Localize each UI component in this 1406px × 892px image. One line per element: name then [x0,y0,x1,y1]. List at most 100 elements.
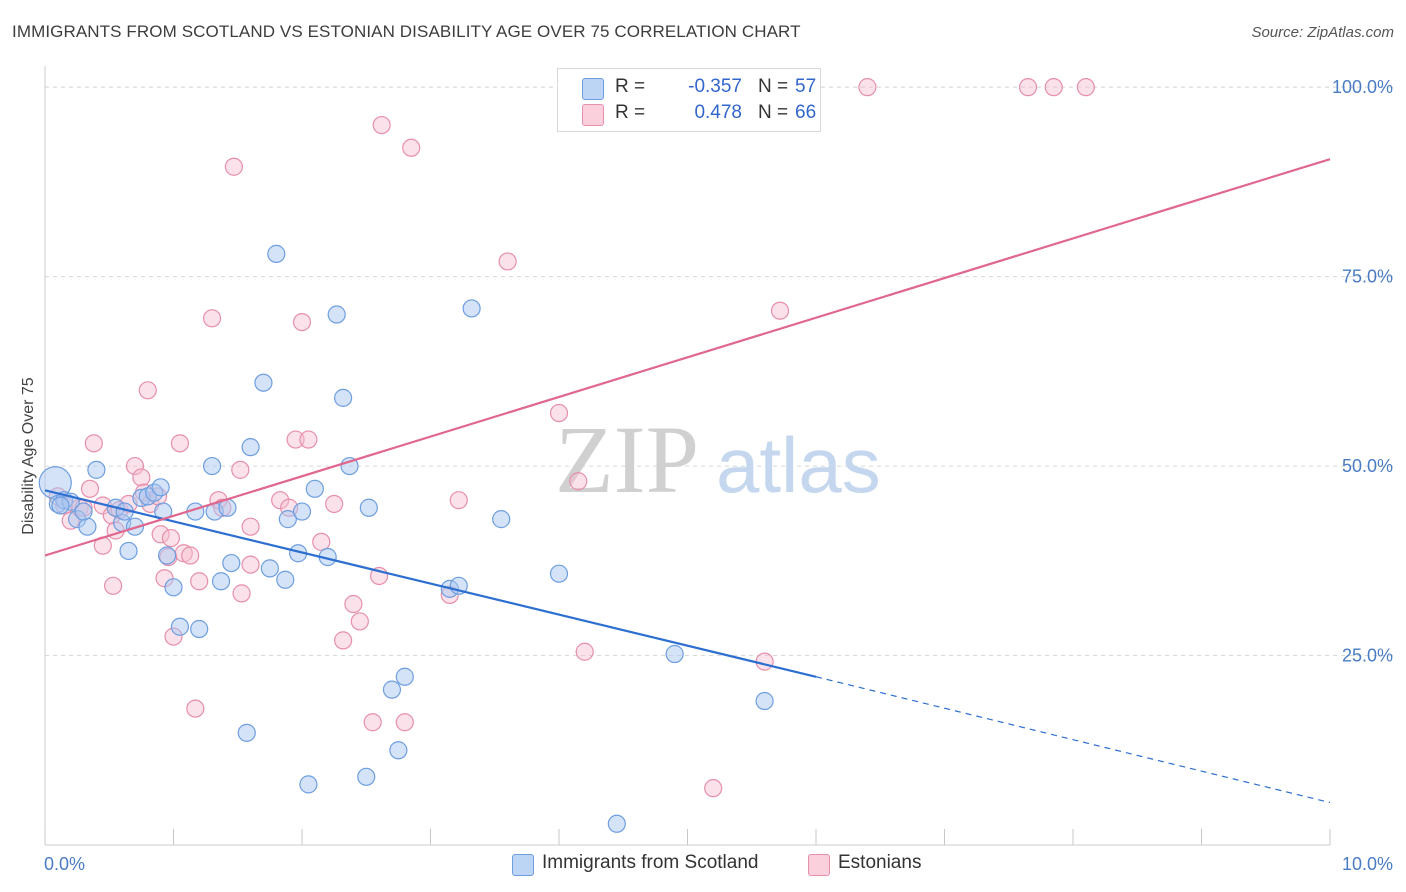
scotland-point [299,775,318,794]
estonians-point [498,252,517,271]
estonians-point [344,594,363,614]
scotland-point [334,388,353,407]
scotland-point [237,723,256,742]
scotland-point [357,767,376,786]
estonians-point [334,631,353,650]
estonians-point [372,115,391,135]
y-tick-label: 75.0% [1342,267,1393,287]
estonians-point [186,699,205,718]
scotland-point [151,478,170,497]
scotland-point [87,460,106,479]
estonians-point [858,78,877,97]
bottom-legend-swatch-blue [512,854,534,876]
scotland-point [492,510,511,529]
estonians-point [125,456,145,476]
estonians-point [241,517,260,536]
legend-n-label: N = [758,102,789,123]
scotland-trendline-extension [815,676,1331,804]
scotland-point [157,546,177,565]
x-tick-label: 0.0% [44,854,85,874]
estonians-point [232,584,251,603]
chart-title: IMMIGRANTS FROM SCOTLAND VS ESTONIAN DIS… [12,22,801,41]
estonians-point [138,381,157,400]
estonians-point [575,642,594,661]
scotland-point [78,517,97,536]
scotland-point [51,496,70,515]
estonians-point [569,472,588,491]
scotland-point [276,570,295,589]
estonians-point [241,555,260,574]
estonians-point [395,713,414,732]
scotland-point [267,244,286,263]
estonians-point [449,491,468,510]
scotland-point [305,479,324,498]
estonians-point [312,532,331,551]
bottom-legend-swatch-pink [808,854,830,876]
estonians-point [104,576,123,595]
estonians-point [363,713,382,732]
legend-r-value: 0.478 [694,102,742,123]
scotland-point [202,456,222,476]
scotland-point [211,572,231,591]
scotland-point [74,502,93,521]
estonians-point [132,468,151,487]
watermark: ZIP atlas [555,406,881,513]
estonians-point [402,138,421,157]
estonians-trendline [44,158,1331,557]
estonians-point [231,460,250,479]
scotland-point [755,691,774,711]
scotland-point [549,564,569,583]
source-label: Source: ZipAtlas.com [1251,24,1394,41]
scotland-point [278,510,297,529]
estonians-point [299,430,318,449]
estonians-point [181,546,200,565]
estonians-point [151,525,170,544]
scotland-point [395,667,414,686]
legend: R = -0.357 N = 57 R = 0.478 N = 66 [557,68,821,132]
legend-n-value: 66 [795,102,817,123]
estonians-point [755,652,774,671]
estonians-point [170,434,190,453]
estonians-point [325,494,344,514]
estonians-point [224,157,243,176]
legend-n-value: 57 [795,76,817,97]
estonians-point [350,612,369,631]
estonians-point [286,430,305,449]
scotland-point [119,541,138,561]
y-tick-label: 100.0% [1332,77,1393,97]
x-tick-label: 10.0% [1342,854,1393,874]
scotland-point [222,553,241,573]
scotland-point [170,617,190,636]
scotland-point [359,498,378,517]
bottom-legend: Immigrants from Scotland Estonians [0,852,1406,878]
legend-n-label: N = [758,76,789,97]
estonians-point [1044,78,1063,97]
legend-r-label: R = [615,76,646,97]
scotland-point [260,559,279,578]
scotland-point [164,578,183,597]
estonians-point [549,403,569,423]
scotland-point [462,299,481,318]
bottom-legend-label: Estonians [838,852,922,873]
estonians-point [1076,78,1095,97]
scotland-point [327,305,346,324]
estonians-point [161,528,181,548]
estonians-point [80,479,100,498]
scotland-trendline [44,489,817,678]
y-tick-label: 50.0% [1342,456,1393,476]
legend-r-label: R = [615,102,646,123]
estonians-point [84,434,103,453]
legend-swatch-blue [582,78,604,100]
scotland-point [190,619,209,639]
scotland-point [389,741,408,760]
watermark-zip: ZIP [555,406,699,513]
scotland-point [607,814,626,833]
estonians-point [202,309,222,328]
estonians-point [704,779,723,798]
estonians-point [770,301,790,320]
scotland-point [665,644,684,664]
estonians-point [190,572,209,591]
scotland-point [241,438,260,457]
scotland-point [292,502,312,521]
